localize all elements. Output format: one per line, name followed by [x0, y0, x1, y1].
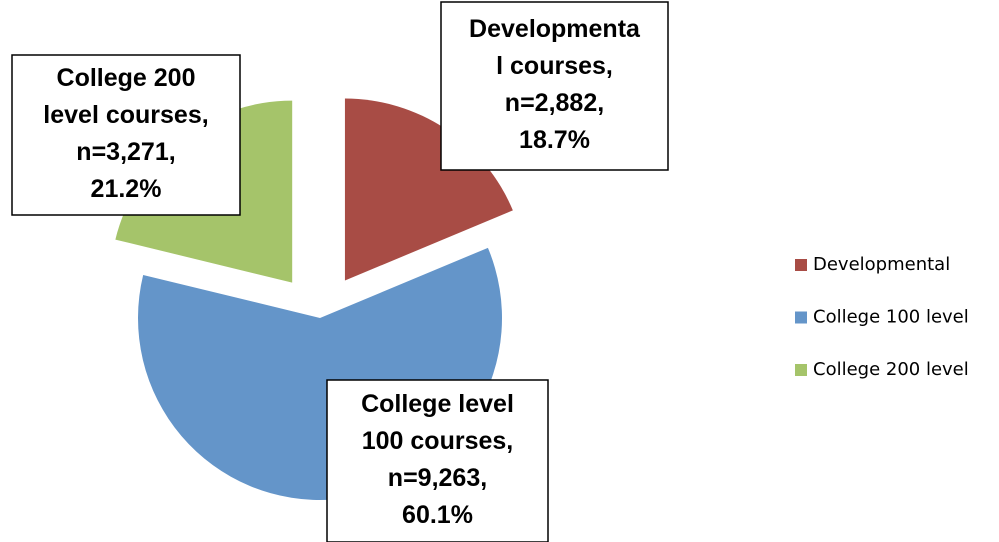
data-label: 21.2%	[91, 175, 162, 203]
data-label: Developmenta	[469, 15, 641, 43]
data-label-box	[11, 54, 241, 216]
data-label-box	[440, 1, 669, 171]
legend-swatch	[795, 364, 807, 376]
data-label: n=3,271,	[76, 138, 175, 166]
data-label: College level	[361, 390, 514, 418]
data-label: 60.1%	[402, 501, 473, 529]
data-label: College 200	[57, 64, 196, 92]
data-label: l courses,	[496, 52, 613, 80]
data-label: level courses,	[43, 101, 208, 129]
pie-slice	[344, 98, 513, 281]
data-label: 18.7%	[519, 126, 590, 154]
legend-swatch	[795, 259, 807, 271]
legend-swatch	[795, 311, 807, 324]
data-label: n=9,263,	[388, 464, 487, 492]
legend-label: College 100 level	[813, 307, 969, 328]
legend-label: Developmental	[813, 254, 950, 275]
data-label: 100 courses,	[362, 427, 514, 455]
data-label: n=2,882,	[505, 89, 604, 117]
legend-label: College 200 level	[813, 359, 969, 380]
data-label-box	[326, 379, 549, 542]
